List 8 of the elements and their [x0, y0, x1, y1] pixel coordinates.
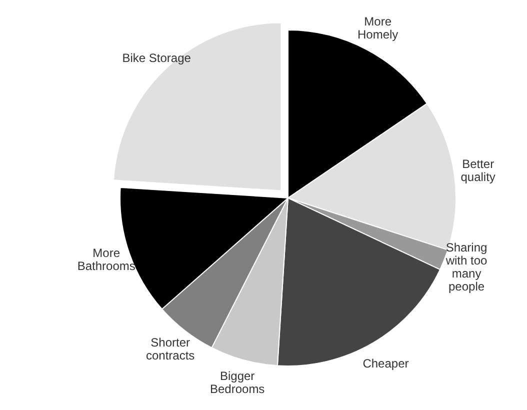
slice-label: More Homely	[358, 14, 398, 42]
slice-label: Sharing with too many people	[444, 240, 488, 294]
slice-label: Better quality	[460, 156, 496, 184]
slice-label: Bigger Bedrooms	[210, 369, 265, 396]
slice-label: Shorter contracts	[146, 336, 195, 363]
slice-label: Bike Storage	[122, 51, 192, 66]
slice-label: Cheaper	[362, 356, 409, 370]
slice-label: More Bathrooms	[77, 246, 136, 274]
